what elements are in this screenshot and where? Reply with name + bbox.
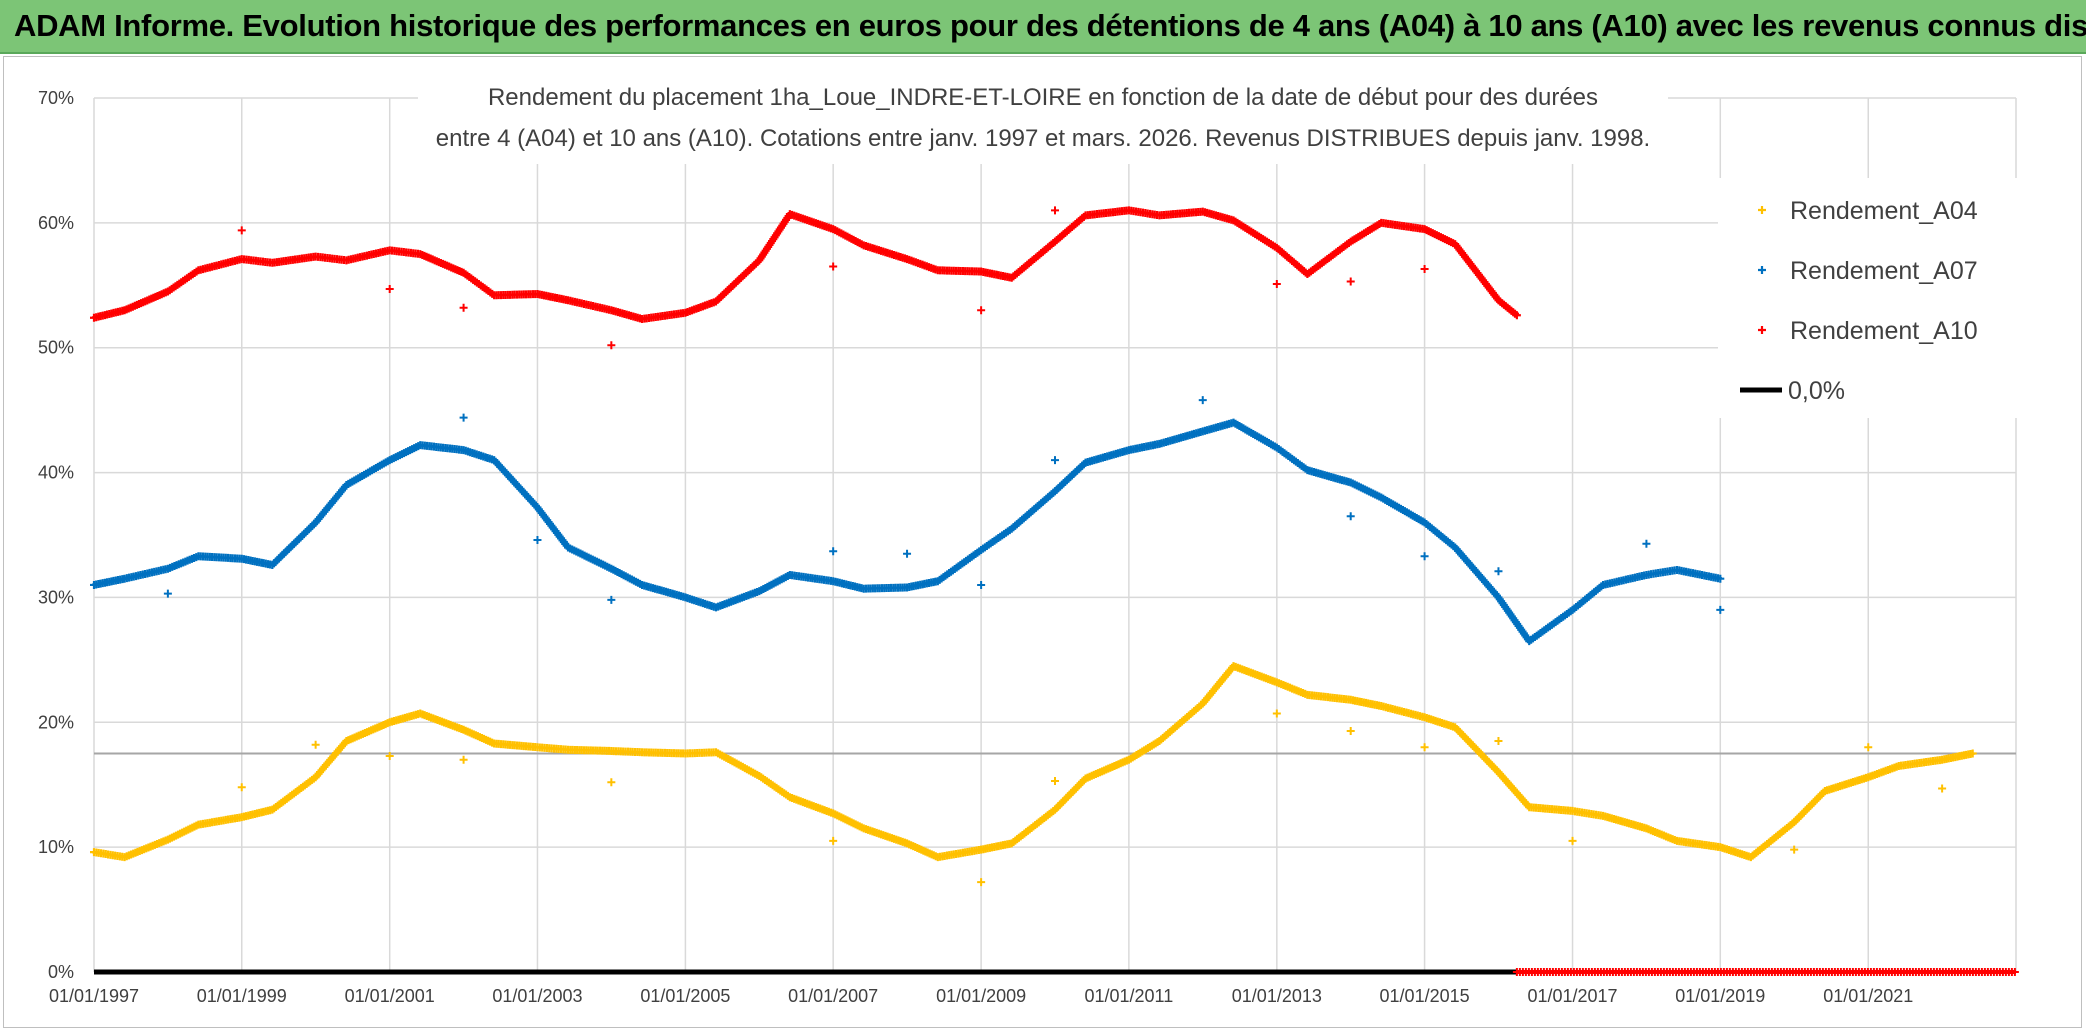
- outlier-point: [1494, 567, 1503, 576]
- x-tick-label: 01/01/2015: [1380, 986, 1470, 1006]
- x-tick-label: 01/01/2009: [936, 986, 1026, 1006]
- report-title: ADAM Informe. Evolution historique des p…: [14, 8, 2086, 43]
- outlier-point: [385, 285, 394, 294]
- outlier-point: [1494, 737, 1503, 746]
- outlier-point: [977, 878, 986, 887]
- y-axis-ticks: 0% 10% 20% 30% 40% 50% 60% 70%: [38, 88, 74, 982]
- legend-item: Rendement_A10: [1758, 317, 1978, 345]
- outlier-point: [607, 595, 616, 604]
- outlier-point: [237, 783, 246, 792]
- outlier-point: [1346, 727, 1355, 736]
- legend-item: 0,0%: [1740, 377, 1845, 405]
- y-tick-label: 30%: [38, 587, 74, 607]
- y-tick-label: 50%: [38, 338, 74, 358]
- chart-subtitle-line2: entre 4 (A04) et 10 ans (A10). Cotations…: [436, 125, 1650, 152]
- x-tick-label: 01/01/2003: [492, 986, 582, 1006]
- legend-marker-icon: [1758, 206, 1766, 214]
- outlier-point: [1051, 776, 1059, 785]
- series-rendement-a10: [90, 206, 1521, 350]
- outlier-point: [1790, 845, 1799, 854]
- legend-label: 0,0%: [1788, 377, 1845, 405]
- x-tick-label: 01/01/2019: [1675, 986, 1765, 1006]
- x-tick-label: 01/01/2013: [1232, 986, 1322, 1006]
- series-layer: [90, 206, 2019, 976]
- chart-frame: [3, 56, 2082, 1028]
- outlier-point: [1938, 784, 1947, 793]
- outlier-point: [1642, 539, 1651, 548]
- x-tick-label: 01/01/2005: [640, 986, 730, 1006]
- outlier-point: [237, 226, 246, 235]
- outlier-point: [903, 549, 912, 558]
- legend-label: Rendement_A04: [1790, 197, 1978, 225]
- legend-item: Rendement_A04: [1758, 197, 1978, 225]
- outlier-point: [533, 535, 542, 544]
- legend-marker-icon: [1758, 326, 1766, 334]
- zero-segment: [1512, 968, 2019, 976]
- outlier-point: [607, 778, 616, 787]
- data-point: [1968, 749, 1977, 758]
- y-tick-label: 70%: [38, 88, 74, 108]
- legend-marker-icon: [1758, 266, 1766, 274]
- outlier-point: [459, 413, 468, 422]
- chart-subtitle-line1: Rendement du placement 1ha_Loue_INDRE-ET…: [488, 84, 1598, 111]
- outlier-point: [1420, 265, 1429, 274]
- outlier-point: [829, 836, 838, 845]
- x-tick-label: 01/01/2021: [1823, 986, 1913, 1006]
- outlier-point: [1568, 836, 1577, 845]
- x-tick-label: 01/01/2007: [788, 986, 878, 1006]
- outlier-point: [385, 751, 394, 760]
- x-tick-label: 01/01/1997: [49, 986, 139, 1006]
- data-point: [1716, 574, 1725, 583]
- x-tick-label: 01/01/2011: [1084, 986, 1173, 1006]
- outlier-point: [459, 303, 468, 312]
- y-tick-label: 10%: [38, 837, 74, 857]
- outlier-point: [311, 740, 320, 749]
- y-tick-label: 0%: [48, 962, 74, 982]
- outlier-point: [607, 341, 616, 350]
- outlier-point: [977, 306, 986, 315]
- outlier-point: [1346, 277, 1355, 286]
- subtitle-background: [418, 72, 1668, 164]
- outlier-point: [1864, 743, 1873, 752]
- legend-background: [1718, 178, 2018, 418]
- legend: Rendement_A04 Rendement_A07 Rendement_A10 0…: [1718, 178, 2018, 418]
- series-rendement-a07: [90, 396, 1725, 646]
- y-tick-label: 20%: [38, 712, 74, 732]
- outlier-point: [1051, 206, 1059, 215]
- data-point: [1512, 311, 1521, 320]
- x-tick-label: 01/01/2001: [345, 986, 435, 1006]
- gridlines: [93, 97, 2017, 973]
- outlier-point: [1716, 605, 1725, 614]
- outlier-point: [829, 547, 838, 556]
- y-tick-label: 40%: [38, 463, 74, 483]
- outlier-point: [1198, 396, 1207, 405]
- outlier-point: [163, 589, 172, 598]
- outlier-point: [1051, 456, 1059, 465]
- outlier-point: [459, 755, 468, 764]
- data-point: [2010, 968, 2019, 976]
- outlier-point: [1272, 280, 1281, 289]
- series-rendement-a04: [90, 662, 1977, 887]
- legend-label: Rendement_A07: [1790, 257, 1978, 285]
- x-tick-label: 01/01/2017: [1527, 986, 1617, 1006]
- outlier-point: [977, 580, 986, 589]
- outlier-point: [829, 262, 838, 271]
- outlier-point: [1346, 512, 1355, 521]
- outlier-point: [1420, 552, 1429, 561]
- outlier-point: [1272, 709, 1281, 718]
- legend-label: Rendement_A10: [1790, 317, 1978, 345]
- x-axis-ticks: 01/01/1997 01/01/1999 01/01/2001 01/01/2003…: [49, 986, 1913, 1006]
- report-banner: ADAM Informe. Evolution historique des p…: [0, 0, 2086, 54]
- x-tick-label: 01/01/1999: [197, 986, 287, 1006]
- legend-item: Rendement_A07: [1758, 257, 1978, 285]
- y-tick-label: 60%: [38, 213, 74, 233]
- outlier-point: [1420, 743, 1429, 752]
